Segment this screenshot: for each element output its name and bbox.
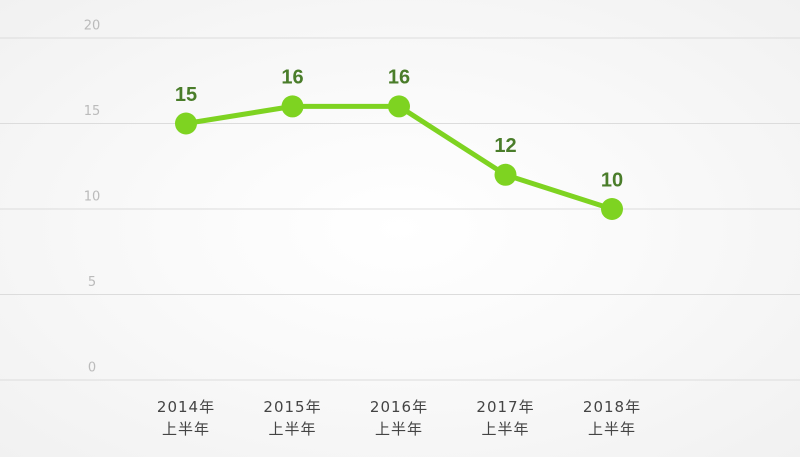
- x-tick-label: 2014年 上半年: [156, 398, 216, 438]
- point: [494, 163, 517, 186]
- data-label: 12: [494, 135, 516, 157]
- y-tick-label: 15: [84, 104, 101, 119]
- line: [185, 103, 613, 212]
- data-label: 16: [388, 67, 410, 89]
- y-tick-label: 10: [84, 190, 101, 205]
- x-tick-label: 2017年 上半年: [476, 398, 535, 438]
- x-tick-label: 2018年 上半年: [582, 398, 642, 438]
- data-label: 15: [175, 84, 197, 106]
- x-tick-label: 2015年 上半年: [263, 398, 322, 438]
- point: [175, 112, 197, 135]
- point: [601, 198, 623, 220]
- y-tick-label: 20: [84, 19, 101, 34]
- point: [281, 95, 304, 118]
- y-tick-label: 5: [88, 275, 96, 290]
- y-tick-label: 0: [88, 361, 96, 376]
- data-label: 10: [601, 169, 623, 191]
- x-tick-label: 2016年 上半年: [369, 398, 429, 438]
- data-label: 16: [281, 67, 303, 89]
- point: [388, 95, 410, 118]
